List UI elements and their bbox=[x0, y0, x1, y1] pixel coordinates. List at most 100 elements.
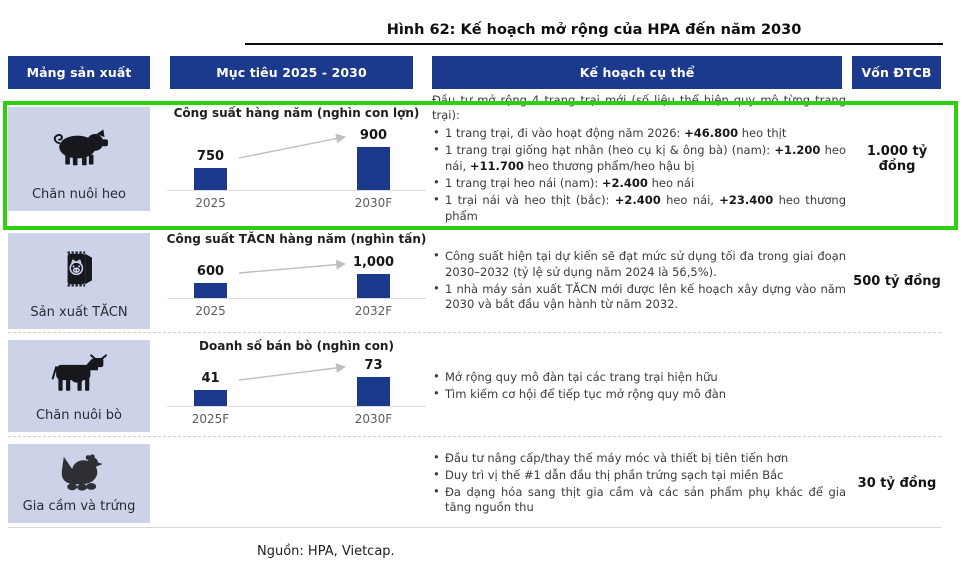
source-note: Nguồn: HPA, Vietcap. bbox=[257, 544, 395, 559]
plan-bullet: Duy trì vị thế #1 dẫn đầu thị phần trứng… bbox=[432, 467, 846, 484]
segment-cell: Gia cầm và trứng bbox=[8, 444, 150, 523]
trend-arrow-icon bbox=[238, 363, 346, 381]
trend-arrow-icon bbox=[238, 259, 346, 274]
plan-bullet-text: heo nái, bbox=[660, 192, 720, 207]
capital-cell: 1.000 tỷ đồng bbox=[852, 103, 942, 215]
bar-value-label: 600 bbox=[196, 264, 225, 279]
plan-bullet-text: Tìm kiếm cơ hội để tiếp tục mở rộng quy … bbox=[445, 386, 727, 401]
chart-baseline bbox=[167, 190, 426, 191]
capital-cell: 500 tỷ đồng bbox=[852, 229, 942, 333]
plan-bullet-text: heo thương phẩm/heo hậu bị bbox=[523, 159, 695, 173]
bar-category-label: 2025 bbox=[195, 196, 226, 210]
figure-title-wrap: Hình 62: Kế hoạch mở rộng của HPA đến nă… bbox=[245, 22, 943, 45]
segment-label: Chăn nuôi heo bbox=[31, 187, 127, 202]
bar bbox=[194, 168, 227, 190]
plan-list: Mở rộng quy mô đàn tại các trang trại hi… bbox=[432, 369, 846, 404]
segment-cell: Sản xuất TĂCN bbox=[8, 233, 150, 329]
plan-bullet-emphasis: +2.400 bbox=[614, 192, 661, 207]
plan-bullet-text: 1 trang trại heo nái (nam): bbox=[445, 175, 602, 190]
header-col-plan: Kế hoạch cụ thể bbox=[432, 56, 842, 89]
figure-title: Hình 62: Kế hoạch mở rộng của HPA đến nă… bbox=[386, 22, 802, 38]
table-row: Chăn nuôi bò Doanh số bán bò (nghìn con)… bbox=[0, 336, 968, 436]
plan-bullet: 1 trang trại giống hạt nhân (heo cụ kị &… bbox=[432, 142, 846, 175]
row-divider bbox=[8, 332, 941, 333]
bar-category-label: 2030F bbox=[354, 412, 393, 426]
bar-value-label: 73 bbox=[364, 358, 383, 373]
mini-bar-chart: Doanh số bán bò (nghìn con) 41 2025F 73 203… bbox=[165, 336, 428, 436]
plan-bullet-emphasis: +11.700 bbox=[469, 159, 524, 173]
bar-value-label: 750 bbox=[196, 149, 225, 164]
segment-label: Gia cầm và trứng bbox=[22, 499, 136, 514]
segment-label: Sản xuất TĂCN bbox=[30, 305, 128, 320]
table-bottom-border bbox=[8, 527, 941, 528]
bar-value-label: 1,000 bbox=[352, 255, 395, 270]
plan-bullet: 1 trang trại, đi vào hoạt động năm 2026:… bbox=[432, 125, 846, 142]
bar-category-label: 2030F bbox=[354, 196, 393, 210]
plan-bullet-text: heo nái bbox=[647, 175, 695, 190]
plan-bullet-text: 1 trang trại giống hạt nhân (heo cụ kị &… bbox=[445, 143, 775, 158]
header-col-segment: Mảng sản xuất bbox=[8, 56, 150, 89]
plan-bullet: Đa dạng hóa sang thịt gia cầm và các sản… bbox=[432, 484, 846, 517]
chart-title: Công suất TĂCN hàng năm (nghìn tấn) bbox=[166, 232, 427, 246]
plan-bullet: 1 trại nái và heo thịt (bắc): +2.400 heo… bbox=[432, 192, 847, 225]
pig-icon bbox=[8, 107, 150, 187]
plan-bullet-text: Duy trì vị thế #1 dẫn đầu thị phần trứng… bbox=[445, 467, 784, 482]
bar-value-label: 41 bbox=[201, 371, 220, 386]
plan-list: 1 trang trại, đi vào hoạt động năm 2026:… bbox=[432, 125, 846, 225]
plan-bullet: Công suất hiện tại dự kiến sẽ đạt mức sử… bbox=[432, 248, 846, 281]
bar bbox=[357, 147, 390, 190]
plan-bullet-text: heo thịt bbox=[738, 126, 787, 141]
table-row: Chăn nuôi heo Công suất hàng năm (nghìn … bbox=[0, 93, 968, 223]
chart-baseline bbox=[167, 406, 426, 407]
plan-bullet-emphasis: +2.400 bbox=[601, 175, 648, 190]
bar-category-label: 2025F bbox=[191, 412, 230, 426]
bar bbox=[357, 274, 390, 298]
plan-bullet-text: heo thương phẩm bbox=[445, 192, 847, 223]
plan-bullet-text: Đa dạng hóa sang thịt gia cầm và các sản… bbox=[445, 484, 846, 515]
plan-bullet-emphasis: +23.400 bbox=[719, 192, 774, 207]
bar bbox=[357, 377, 390, 406]
bar-category-label: 2025 bbox=[195, 304, 226, 318]
capital-value: 30 tỷ đồng bbox=[857, 476, 937, 491]
capital-value: 500 tỷ đồng bbox=[853, 273, 941, 289]
plan-bullet: 1 nhà máy sản xuất TĂCN mới được lên kế … bbox=[432, 281, 846, 314]
plan-bullet: 1 trang trại heo nái (nam): +2.400 heo n… bbox=[432, 175, 846, 192]
feed-bag-icon bbox=[8, 233, 150, 305]
header-col-capital: Vốn ĐTCB bbox=[852, 56, 941, 89]
capital-value: 1.000 tỷ đồng bbox=[866, 144, 928, 174]
hen-eggs-icon bbox=[8, 444, 150, 499]
plan-cell: Công suất hiện tại dự kiến sẽ đạt mức sử… bbox=[432, 229, 846, 333]
segment-label: Chăn nuôi bò bbox=[35, 408, 123, 423]
capital-cell bbox=[852, 336, 942, 436]
cow-icon bbox=[8, 340, 150, 408]
plan-bullet: Mở rộng quy mô đàn tại các trang trại hi… bbox=[432, 369, 846, 386]
plan-bullet: Tìm kiếm cơ hội để tiếp tục mở rộng quy … bbox=[432, 386, 846, 403]
plan-list: Công suất hiện tại dự kiến sẽ đạt mức sử… bbox=[432, 248, 846, 314]
chart-title: Công suất hàng năm (nghìn con lợn) bbox=[173, 106, 420, 120]
bar-value-label: 900 bbox=[359, 128, 388, 143]
segment-cell: Chăn nuôi bò bbox=[8, 340, 150, 432]
plan-cell: Mở rộng quy mô đàn tại các trang trại hi… bbox=[432, 336, 846, 436]
bar-category-label: 2032F bbox=[354, 304, 393, 318]
segment-cell: Chăn nuôi heo bbox=[8, 107, 150, 211]
plan-bullet-text: Công suất hiện tại dự kiến sẽ đạt mức sử… bbox=[445, 248, 846, 279]
plan-bullet-text: heo nái, bbox=[445, 143, 846, 173]
plan-cell: Đầu tư mở rộng 4 trang trại mới (số liệu… bbox=[432, 93, 846, 223]
plan-bullet-text: 1 trại nái và heo thịt (bắc): bbox=[445, 192, 615, 207]
plan-cell: Đầu tư nâng cấp/thay thế máy móc và thiế… bbox=[432, 440, 846, 527]
trend-arrow-icon bbox=[238, 133, 346, 159]
bar bbox=[194, 283, 227, 298]
plan-bullet-text: 1 trang trại, đi vào hoạt động năm 2026: bbox=[445, 126, 685, 141]
mini-bar-chart: Công suất TĂCN hàng năm (nghìn tấn) 600 2… bbox=[165, 229, 428, 333]
table-row: Gia cầm và trứng Đầu tư nâng cấp/thay th… bbox=[0, 440, 968, 527]
plan-bullet-text: Đầu tư nâng cấp/thay thế máy móc và thiế… bbox=[445, 450, 789, 465]
capital-cell: 30 tỷ đồng bbox=[852, 440, 942, 527]
plan-bullet-text: Mở rộng quy mô đàn tại các trang trại hi… bbox=[445, 369, 718, 384]
row-divider bbox=[8, 436, 941, 437]
figure-canvas: Hình 62: Kế hoạch mở rộng của HPA đến nă… bbox=[0, 19, 968, 568]
plan-bullet: Đầu tư nâng cấp/thay thế máy móc và thiế… bbox=[432, 450, 846, 467]
mini-bar-chart: Công suất hàng năm (nghìn con lợn) 750 20… bbox=[165, 103, 428, 215]
plan-bullet-emphasis: +46.800 bbox=[684, 126, 739, 141]
plan-bullet-text: 1 nhà máy sản xuất TĂCN mới được lên kế … bbox=[445, 281, 846, 312]
header-col-target: Mục tiêu 2025 - 2030 bbox=[170, 56, 413, 89]
